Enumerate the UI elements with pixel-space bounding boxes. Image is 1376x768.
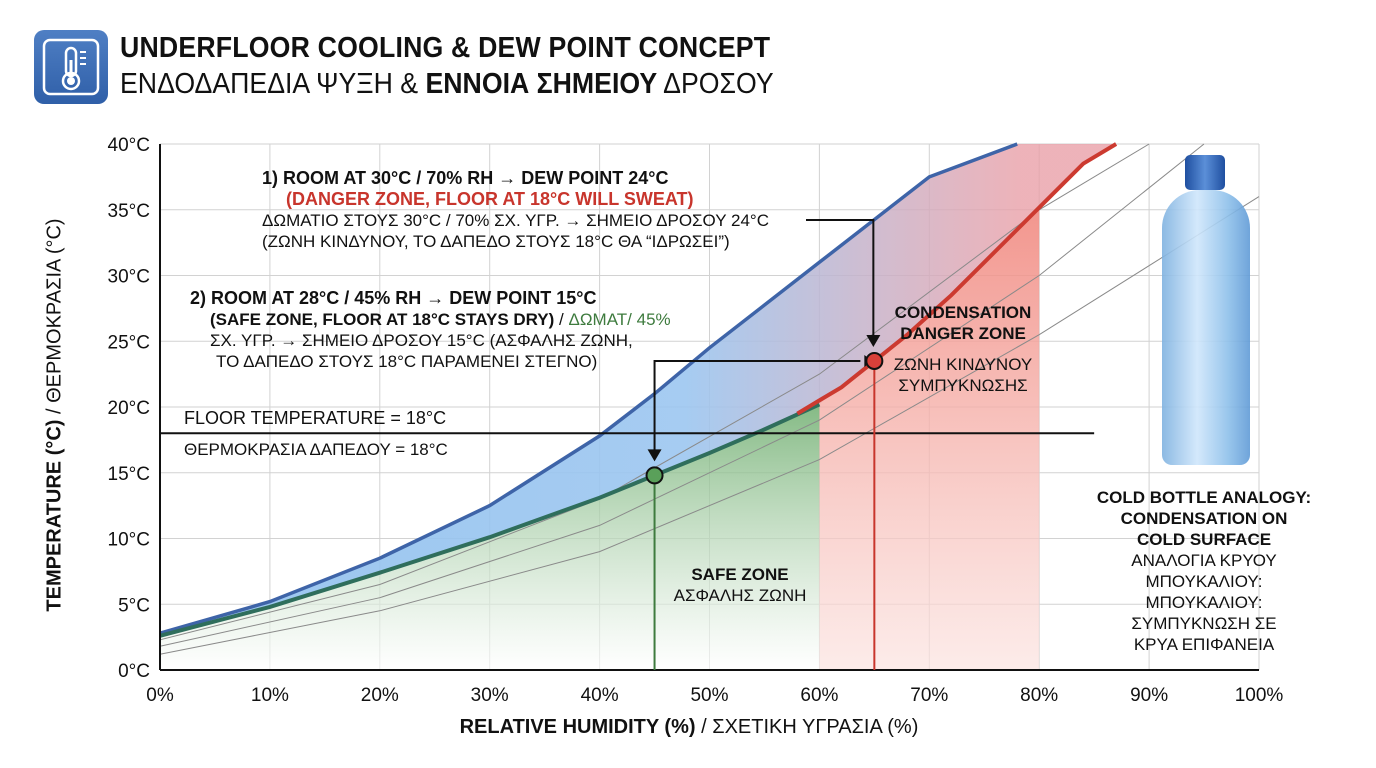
scenario2-leader — [653, 359, 861, 458]
safe-point-arrowhead — [647, 449, 662, 462]
x-tick-label: 50% — [690, 685, 728, 706]
guide-curve — [159, 143, 1150, 641]
scenario2-annotation: 2) ROOM AT 28°C / 45% RH → DEW POINT 15°… — [190, 288, 671, 372]
scenario1-greek-2: (ΖΩΝΗ ΚΙΝΔΥΝΟΥ, ΤΟ ΔΑΠΕΔΟ ΣΤΟΥΣ 18°C ΘΑ … — [262, 232, 730, 251]
bottle-cap-icon — [1185, 155, 1225, 190]
safe-zone-en: SAFE ZONE — [691, 565, 789, 584]
x-tick-label: 10% — [251, 685, 289, 706]
scenario1-annotation: 1) ROOM AT 30°C / 70% RH → DEW POINT 24°… — [262, 168, 769, 252]
guide-curve — [159, 196, 1260, 655]
y-tick-label: 30°C — [108, 267, 150, 288]
bottle-gr4: ΣΥΜΠΥΚΝΩΣΗ ΣΕ — [1131, 614, 1277, 633]
x-tick-label: 0% — [146, 685, 174, 706]
x-tick-label: 80% — [1020, 685, 1058, 706]
danger-zone-en2: DANGER ZONE — [900, 324, 1026, 343]
y-axis-label-bold: TEMPERATURE (°C) — [43, 419, 66, 612]
x-tick-label: 30% — [471, 685, 509, 706]
scenario2-safe: (SAFE ZONE, FLOOR AT 18°C STAYS DRY) — [210, 310, 555, 329]
scenario1-warning: (DANGER ZONE, FLOOR AT 18°C WILL SWEAT) — [286, 189, 694, 209]
scenario2-title: 2) ROOM AT 28°C / 45% RH → DEW POINT 15°… — [190, 288, 597, 308]
scenario2-greek-1: ΣΧ. ΥΓΡ. → ΣΗΜΕΙΟ ΔΡΟΣΟΥ 15°C (ΑΣΦΑΛΗΣ Ζ… — [210, 331, 633, 350]
thermometer-icon — [34, 30, 108, 104]
y-tick-label: 40°C — [108, 135, 150, 156]
bottle-en3: COLD SURFACE — [1136, 530, 1272, 549]
y-tick-label: 35°C — [108, 201, 150, 222]
x-tick-label: 90% — [1130, 685, 1168, 706]
danger-point-marker — [865, 351, 884, 370]
safe-point-marker — [645, 466, 664, 485]
x-axis-label-rest: / ΣΧΕΤΙΚΗ ΥΓΡΑΣΙΑ (%) — [695, 716, 919, 738]
floor-temp-greek: ΘΕΡΜΟΚΡΑΣΙΑ ΔΑΠΕΔΟΥ = 18°C — [184, 440, 448, 459]
scenario1-arrowhead — [866, 334, 881, 347]
y-axis-label-rest: / ΘΕΡΜΟΚΡΑΣΙΑ (°C) — [43, 218, 66, 420]
x-axis-label: RELATIVE HUMIDITY (%) / ΣΧΕΤΙΚΗ ΥΓΡΑΣΙΑ … — [460, 716, 919, 739]
bottle-en2: CONDENSATION ON — [1120, 509, 1288, 528]
y-tick-label: 5°C — [118, 595, 150, 616]
axes — [159, 144, 1259, 671]
safe-dew-point-curve — [159, 402, 821, 638]
scenario2-greek-2: ΤΟ ΔΑΠΕΔΟ ΣΤΟΥΣ 18°C ΠΑΡΑΜΕΝΕΙ ΣΤΕΓΝΟ) — [216, 352, 598, 371]
bottle-gr3: ΜΠΟΥΚΑΛΙΟΥ: — [1145, 593, 1263, 612]
safe-zone-gr: ΑΣΦΑΛΗΣ ΖΩΝΗ — [673, 586, 807, 605]
x-tick-label: 40% — [581, 685, 619, 706]
x-tick-label: 60% — [800, 685, 838, 706]
cold-bottle-icon — [1162, 190, 1250, 465]
scenario1-leader — [806, 219, 875, 343]
markers — [645, 219, 884, 670]
danger-zone-gr2: ΣΥΜΠΥΚΝΩΣΗΣ — [898, 376, 1028, 395]
bottle-en1: COLD BOTTLE ANALOGY: — [1096, 488, 1312, 507]
floor-temp-label: FLOOR TEMPERATURE = 18°C — [184, 408, 447, 428]
bottle-analogy-label: COLD BOTTLE ANALOGY: CONDENSATION ON COL… — [1092, 487, 1316, 655]
danger-zone-gr1: ΖΩΝΗ ΚΙΝΔΥΝΟΥ — [893, 355, 1033, 374]
page-subtitle: ΕΝΔΟΔΑΠΕΔΙΑ ΨΥΞΗ & ΕΝΝΟΙΑ ΣΗΜΕΙΟΥ ΔΡΟΣΟΥ — [120, 68, 774, 101]
bottle-gr1: ΑΝΑΛΟΓΙΑ ΚΡΥΟΥ — [1131, 551, 1277, 570]
guide-lines — [159, 143, 1260, 655]
x-tick-label: 100% — [1235, 685, 1284, 706]
subtitle-part1: ΕΝΔΟΔΑΠΕΔΙΑ ΨΥΞΗ & — [120, 68, 426, 100]
subtitle-part2: ΔΡΟΣΟΥ — [657, 68, 774, 100]
y-tick-label: 25°C — [108, 332, 150, 353]
page-title: UNDERFLOOR COOLING & DEW POINT CONCEPT — [120, 32, 771, 64]
blue-band — [160, 144, 1117, 636]
bottle-gr5: ΚΡΥΑ ΕΠΙΦΑΝΕΙΑ — [1133, 635, 1275, 654]
x-tick-label: 20% — [361, 685, 399, 706]
guide-curve — [159, 143, 1205, 647]
y-tick-label: 10°C — [108, 530, 150, 551]
danger-zone-en1: CONDENSATION — [894, 303, 1032, 322]
x-tick-label: 70% — [910, 685, 948, 706]
x-axis-label-bold: RELATIVE HUMIDITY (%) — [459, 716, 696, 738]
y-axis-label: TEMPERATURE (°C) / ΘΕΡΜΟΚΡΑΣΙΑ (°C) — [44, 218, 67, 611]
danger-zone-label: CONDENSATION DANGER ZONE ΖΩΝΗ ΚΙΝΔΥΝΟΥ Σ… — [883, 302, 1043, 396]
danger-dew-point-curve — [796, 142, 1118, 416]
subtitle-bold: ΕΝΝΟΙΑ ΣΗΜΕΙΟΥ — [425, 68, 658, 100]
scenario2-slash: / — [554, 310, 569, 329]
y-tick-label: 15°C — [108, 464, 150, 485]
scenario1-title: 1) ROOM AT 30°C / 70% RH → DEW POINT 24°… — [262, 168, 669, 188]
y-tick-label: 0°C — [118, 661, 150, 682]
tick-labels: 0% 10% 20% 30% 40% 50% 60% 70% 80% 90% 100% 0°C 5°C 1… — [108, 135, 1284, 706]
safe-zone-label: SAFE ZONE ΑΣΦΑΛΗΣ ΖΩΝΗ — [655, 564, 825, 606]
bottle-gr2: ΜΠΟΥΚΑΛΙΟΥ: — [1145, 572, 1263, 591]
scenario2-greek-green: ΔΩΜΑΤ/ 45% — [568, 310, 671, 329]
scenario1-greek-1: ΔΩΜΑΤΙΟ ΣΤΟΥΣ 30°C / 70% ΣΧ. ΥΓΡ. → ΣΗΜΕ… — [262, 211, 769, 230]
y-tick-label: 20°C — [108, 398, 150, 419]
